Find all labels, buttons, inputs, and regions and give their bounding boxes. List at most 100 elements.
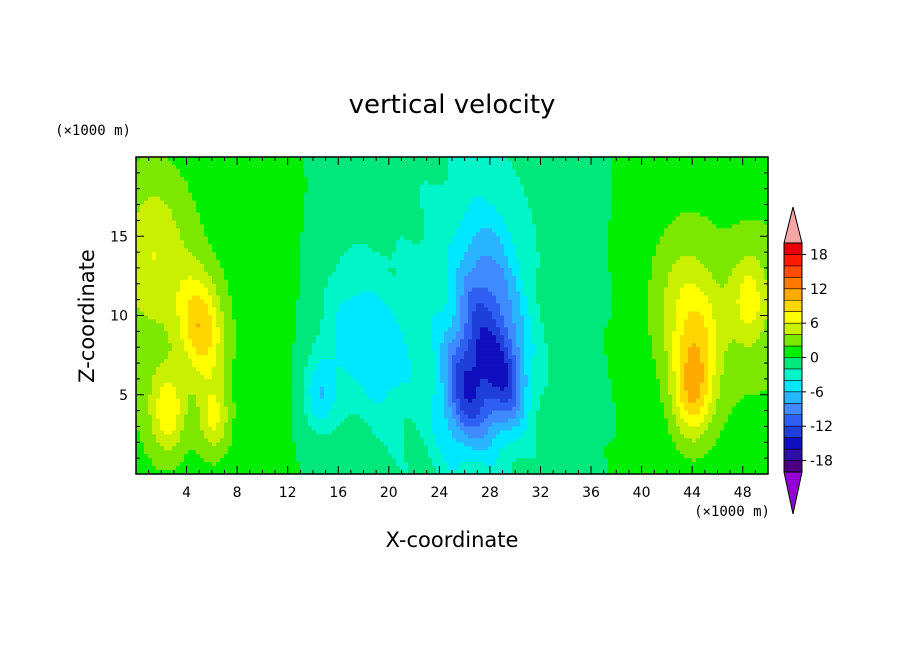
heatmap-cell	[288, 260, 293, 265]
heatmap-cell	[600, 267, 605, 273]
heatmap-cell	[720, 168, 725, 174]
heatmap-cell	[716, 180, 721, 186]
heatmap-cell	[376, 252, 381, 257]
heatmap-cell	[320, 196, 325, 202]
heatmap-cell	[432, 208, 437, 214]
heatmap-cell	[180, 275, 185, 281]
heatmap-cell	[464, 228, 469, 233]
heatmap-cell	[412, 192, 417, 198]
heatmap-cell	[560, 240, 565, 245]
heatmap-cell	[744, 252, 749, 257]
heatmap-cell	[560, 212, 565, 218]
heatmap-cell	[468, 275, 473, 281]
heatmap-cell	[212, 240, 217, 245]
heatmap-cell	[292, 176, 297, 182]
heatmap-cell	[248, 220, 253, 225]
heatmap-cell	[560, 157, 565, 162]
heatmap-cell	[640, 256, 645, 261]
heatmap-cell	[520, 267, 525, 273]
heatmap-cell	[616, 212, 621, 218]
heatmap-cell	[424, 271, 429, 277]
heatmap-cell	[668, 216, 673, 221]
heatmap-cell	[728, 204, 733, 210]
heatmap-cell	[528, 240, 533, 245]
heatmap-cell	[264, 267, 269, 273]
heatmap-cell	[404, 168, 409, 174]
heatmap-cell	[400, 244, 405, 249]
heatmap-cell	[236, 279, 241, 285]
heatmap-cell	[660, 256, 665, 261]
heatmap-cell	[572, 164, 577, 170]
heatmap-cell	[620, 236, 625, 241]
heatmap-cell	[660, 208, 665, 214]
heatmap-cell	[700, 228, 705, 233]
heatmap-cell	[412, 260, 417, 265]
heatmap-cell	[736, 208, 741, 214]
heatmap-cell	[612, 180, 617, 186]
heatmap-cell	[440, 236, 445, 241]
heatmap-cell	[244, 248, 249, 253]
heatmap-cell	[760, 212, 765, 218]
heatmap-cell	[360, 196, 365, 202]
heatmap-cell	[264, 196, 269, 202]
heatmap-cell	[496, 157, 501, 162]
heatmap-cell	[496, 168, 501, 174]
heatmap-cell	[308, 180, 313, 186]
heatmap-cell	[520, 157, 525, 162]
heatmap-cell	[688, 157, 693, 162]
heatmap-cell	[464, 196, 469, 202]
heatmap-cell	[356, 172, 361, 178]
heatmap-cell	[648, 212, 653, 218]
heatmap-cell	[232, 279, 237, 285]
heatmap-cell	[664, 157, 669, 162]
heatmap-cell	[284, 157, 289, 162]
heatmap-cell	[164, 212, 169, 218]
heatmap-cell	[344, 208, 349, 214]
heatmap-cell	[596, 220, 601, 225]
heatmap-cell	[740, 188, 745, 194]
heatmap-cell	[616, 164, 621, 170]
heatmap-cell	[596, 212, 601, 218]
heatmap-cell	[552, 248, 557, 253]
heatmap-cell	[260, 263, 265, 269]
heatmap-cell	[444, 188, 449, 194]
heatmap-cell	[268, 160, 273, 166]
heatmap-cell	[428, 279, 433, 285]
heatmap-cell	[168, 232, 173, 237]
heatmap-cell	[456, 188, 461, 194]
heatmap-cell	[572, 248, 577, 253]
heatmap-cell	[160, 244, 165, 249]
heatmap-cell	[220, 244, 225, 249]
heatmap-cell	[192, 192, 197, 198]
heatmap-cell	[340, 260, 345, 265]
heatmap-cell	[444, 248, 449, 253]
heatmap-cell	[712, 267, 717, 273]
heatmap-cell	[464, 180, 469, 186]
heatmap-cell	[344, 267, 349, 273]
heatmap-cell	[508, 208, 513, 214]
heatmap-cell	[488, 204, 493, 210]
heatmap-cell	[176, 220, 181, 225]
heatmap-cell	[500, 244, 505, 249]
heatmap-cell	[228, 168, 233, 174]
heatmap-cell	[320, 176, 325, 182]
heatmap-cell	[192, 216, 197, 221]
heatmap-cell	[344, 236, 349, 241]
heatmap-cell	[476, 244, 481, 249]
heatmap-cell	[568, 216, 573, 221]
heatmap-cell	[724, 244, 729, 249]
heatmap-cell	[388, 172, 393, 178]
heatmap-cell	[192, 180, 197, 186]
heatmap-cell	[180, 267, 185, 273]
heatmap-cell	[756, 216, 761, 221]
heatmap-cell	[644, 176, 649, 182]
heatmap-cell	[516, 263, 521, 269]
heatmap-cell	[724, 157, 729, 162]
heatmap-cell	[516, 212, 521, 218]
heatmap-cell	[632, 256, 637, 261]
heatmap-cell	[408, 236, 413, 241]
heatmap-cell	[268, 275, 273, 281]
heatmap-cell	[468, 271, 473, 277]
heatmap-cell	[708, 240, 713, 245]
heatmap-cell	[708, 263, 713, 269]
